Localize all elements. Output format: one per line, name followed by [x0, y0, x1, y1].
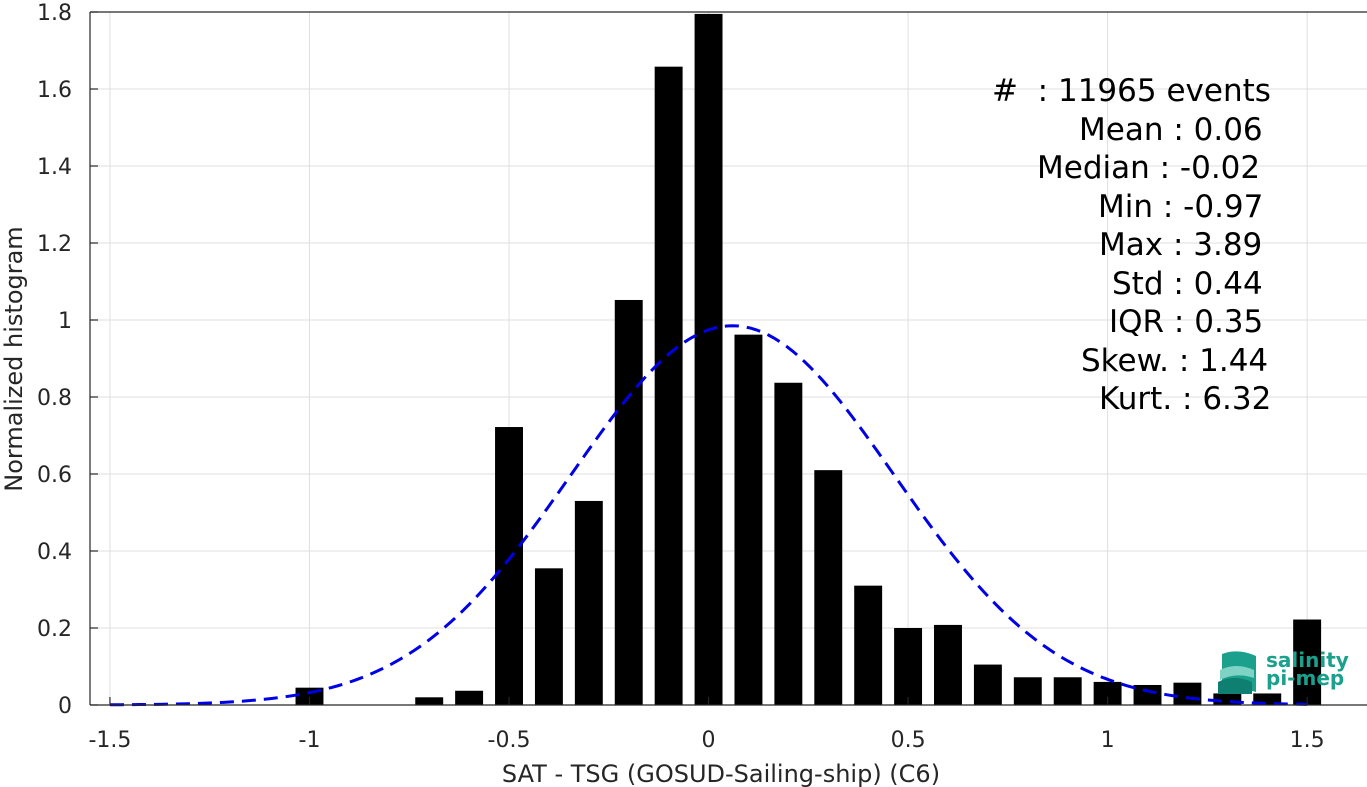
x-tick-label: 0	[702, 728, 716, 753]
x-tick-label: 1.5	[1290, 728, 1325, 753]
stat-std: Std : 0.44	[1112, 265, 1263, 302]
histogram-bar	[495, 427, 523, 705]
y-tick-label: 1.6	[37, 78, 72, 103]
stat-count: # : 11965 events	[992, 73, 1271, 109]
histogram-bar	[1093, 681, 1122, 705]
histogram-bar	[1293, 619, 1322, 705]
fit-curve	[109, 324, 1308, 707]
histogram-bar	[814, 470, 843, 705]
histogram-bar	[1013, 677, 1042, 705]
x-tick-label: 0.5	[891, 728, 926, 753]
stat-min: Min : -0.97	[1098, 188, 1264, 225]
x-tick-label: -0.5	[488, 728, 531, 753]
x-tick-label: -1	[299, 728, 321, 753]
histogram-bar	[455, 690, 484, 705]
logo-wave-icon	[1218, 651, 1256, 694]
x-tick-label: -1.5	[88, 728, 131, 753]
y-tick-label: 0.4	[37, 540, 72, 565]
x-tick-label: 1	[1101, 728, 1115, 753]
histogram-bar	[574, 500, 603, 705]
histogram-bar	[774, 382, 803, 705]
y-tick-label: 1.8	[37, 1, 72, 26]
histogram-bar	[614, 299, 643, 705]
y-tick-label: 1	[58, 309, 72, 334]
histogram-bar	[1253, 693, 1282, 705]
stat-skew: Skew. : 1.44	[1081, 342, 1269, 379]
salinity-pimep-logo: salinity pi-mep	[1216, 646, 1356, 696]
y-tick-label: 0.8	[37, 386, 72, 411]
histogram-bar	[734, 334, 763, 705]
histogram-bar	[534, 568, 563, 705]
y-tick-label: 0	[58, 694, 72, 719]
logo-line1: salinity	[1266, 648, 1349, 672]
stat-mean: Mean : 0.06	[1079, 111, 1263, 148]
histogram-bar	[934, 624, 962, 705]
stats-box: # : 11965 events Mean : 0.06 Median : -0…	[940, 72, 1280, 419]
stat-median: Median : -0.02	[1037, 150, 1261, 186]
histogram-bar	[1053, 677, 1082, 705]
histogram-bar	[1173, 682, 1202, 705]
histogram-bars	[295, 13, 1322, 706]
y-tick-label: 0.2	[37, 617, 72, 642]
axes	[89, 11, 1367, 706]
histogram-bar	[894, 628, 923, 705]
histogram-bar	[1213, 693, 1242, 705]
histogram-bar	[654, 66, 683, 706]
histogram-bar	[1133, 684, 1162, 705]
histogram-bar	[694, 13, 723, 706]
y-tick-labels: 0 0.2 0.4 0.6 0.8 1 1.2 1.4 1.6 1.8	[37, 1, 72, 719]
logo-line2: pi-mep	[1266, 666, 1345, 690]
y-tick-label: 0.6	[37, 463, 72, 488]
stat-max: Max : 3.89	[1099, 227, 1263, 263]
x-axis-label: SAT - TSG (GOSUD-Sailing-ship) (C6)	[502, 760, 940, 787]
x-tick-labels: -1.5 -1 -0.5 0 0.5 1 1.5	[88, 728, 1324, 753]
stat-iqr: IQR : 0.35	[1109, 304, 1264, 340]
histogram-bar	[415, 697, 444, 705]
y-tick-label: 1.2	[37, 232, 72, 257]
histogram-bar	[973, 664, 1002, 705]
histogram-bar	[854, 585, 883, 705]
y-axis-label: Normalized histogram	[0, 226, 28, 491]
y-tick-label: 1.4	[37, 155, 72, 180]
stat-kurt: Kurt. : 6.32	[1099, 381, 1272, 417]
